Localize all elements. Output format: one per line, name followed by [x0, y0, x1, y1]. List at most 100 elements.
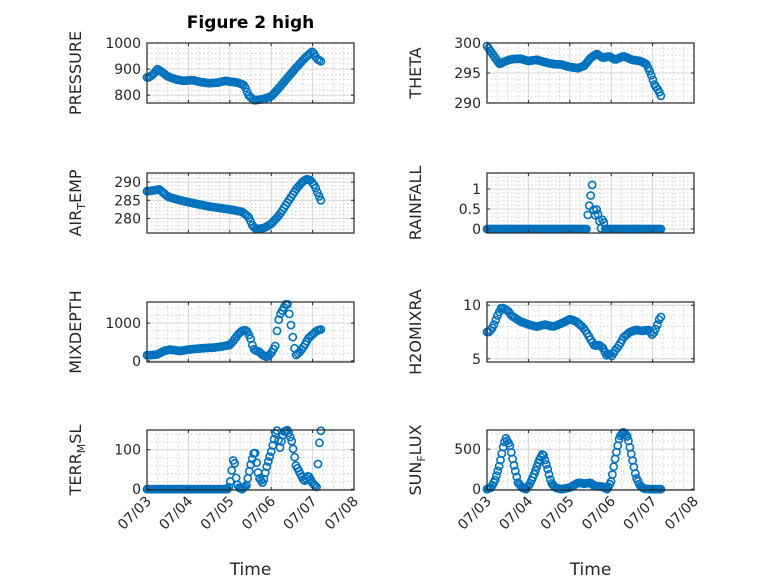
data-point: [540, 455, 550, 465]
y-tick-label: 1000: [105, 36, 141, 52]
x-tick-label: 07/06: [239, 493, 279, 533]
data-point: [285, 432, 295, 442]
data-point: [656, 484, 666, 494]
axis-ylabel: SUNFLUX: [406, 424, 428, 495]
data-point: [283, 299, 292, 309]
x-tick-label: 07/04: [156, 493, 196, 533]
data-point: [316, 56, 326, 66]
axes-frame: [146, 301, 355, 363]
y-tick-label: 1: [472, 182, 481, 198]
x-tick-label: 07/05: [198, 494, 238, 534]
axis-xlabel: Time: [229, 560, 272, 580]
data-point: [284, 309, 294, 319]
data-point: [543, 464, 553, 474]
data-point: [265, 452, 275, 461]
data-point: [310, 481, 320, 490]
data-point: [311, 183, 320, 193]
data-point: [609, 462, 619, 472]
data-point: [645, 66, 655, 76]
y-tick-label: 295: [454, 66, 481, 82]
data-point: [284, 428, 294, 438]
x-tick-label: 07/03: [115, 494, 155, 534]
data-point: [490, 475, 500, 485]
y-tick-label: 1000: [105, 316, 141, 332]
data-point: [227, 465, 237, 475]
y-tick-label: 285: [114, 193, 141, 209]
y-tick-label: 290: [114, 175, 141, 191]
axes-frame: [146, 172, 355, 234]
axes-frame: [486, 172, 695, 234]
y-tick-label: 0: [132, 354, 141, 370]
data-point: [491, 315, 501, 325]
data-point: [313, 459, 323, 469]
axis-xlabel: Time: [569, 560, 612, 580]
data-point: [224, 482, 234, 492]
subplot-terr-msl: 0 100 07/03 07/04 07/05 07/06 07/07 07/08 Time TE…: [66, 425, 362, 580]
y-tick-label: 290: [454, 96, 481, 112]
data-point: [240, 83, 250, 93]
x-tick-label: 07/07: [621, 494, 661, 534]
x-tick-label: 07/03: [455, 494, 495, 534]
data-point: [651, 324, 660, 334]
y-tick-label: 800: [114, 88, 141, 104]
y-tick-label: 0: [472, 482, 481, 498]
data-point: [288, 332, 298, 342]
axis-ylabel: TERRMSL: [66, 425, 88, 497]
data-point: [630, 469, 640, 478]
subplot-h2omixra: 5 10 H2OMIXRA: [406, 289, 695, 375]
axis-ylabel: PRESSURE: [66, 31, 85, 115]
axis-ylabel: RAINFALL: [406, 166, 425, 241]
data-point: [531, 466, 540, 475]
data-point: [648, 75, 658, 85]
y-tick-label: 100: [114, 443, 141, 459]
data-point: [494, 461, 504, 471]
y-tick-label: 5: [472, 352, 481, 368]
x-tick-label: 07/07: [281, 494, 321, 534]
data-point: [512, 472, 522, 482]
y-tick-label: 280: [114, 211, 141, 227]
axes-frame: [486, 429, 695, 491]
data-point: [288, 444, 298, 454]
data-point: [646, 70, 656, 80]
data-point: [656, 91, 666, 101]
axes-frame: [146, 42, 355, 104]
subplot-mixdepth: 0 1000 MIXDEPTH: [66, 290, 355, 374]
data-point: [270, 341, 280, 351]
data-point: [230, 458, 240, 468]
x-tick-label: 07/08: [322, 494, 362, 534]
x-tick-label: 07/06: [579, 493, 619, 533]
subplot-theta: 290 295 300 THETA: [406, 36, 695, 112]
data-point: [656, 312, 666, 322]
data-point: [314, 438, 324, 448]
data-point: [510, 466, 520, 476]
axis-ylabel: THETA: [406, 47, 425, 99]
data-point: [539, 451, 548, 460]
data-point: [544, 469, 554, 479]
y-tick-label: 0.5: [459, 202, 481, 218]
data-point: [653, 320, 662, 330]
data-point: [316, 426, 326, 436]
data-point: [541, 459, 551, 469]
data-point: [489, 320, 499, 329]
figure-title: Figure 2 high: [187, 13, 315, 33]
subplot-air-temp: 280 285 290 AIRTEMP: [66, 169, 355, 237]
y-tick-label: 300: [454, 36, 481, 52]
x-tick-label: 07/04: [496, 493, 536, 533]
data-point: [491, 471, 501, 480]
data-point: [250, 448, 260, 458]
x-tick-label: 07/08: [662, 494, 702, 534]
subplot-rainfall: 0 0.5 1 RAINFALL: [406, 166, 695, 241]
y-tick-label: 500: [454, 442, 481, 458]
axes-frame: [486, 301, 695, 363]
data-point: [586, 191, 596, 200]
data-point: [262, 462, 272, 471]
subplot-sun-flux: 0 500 07/03 07/04 07/05 07/06 07/07 07/08 Time SU…: [406, 424, 702, 580]
axis-ylabel: AIRTEMP: [66, 169, 88, 236]
axis-ylabel: H2OMIXRA: [406, 289, 425, 375]
data-point: [316, 325, 326, 334]
data-point: [286, 320, 296, 330]
axis-ylabel: MIXDEPTH: [66, 290, 85, 373]
subplot-pressure: 800 900 1000 PRESSURE Figure 2 high: [66, 13, 355, 115]
data-point: [272, 326, 282, 336]
